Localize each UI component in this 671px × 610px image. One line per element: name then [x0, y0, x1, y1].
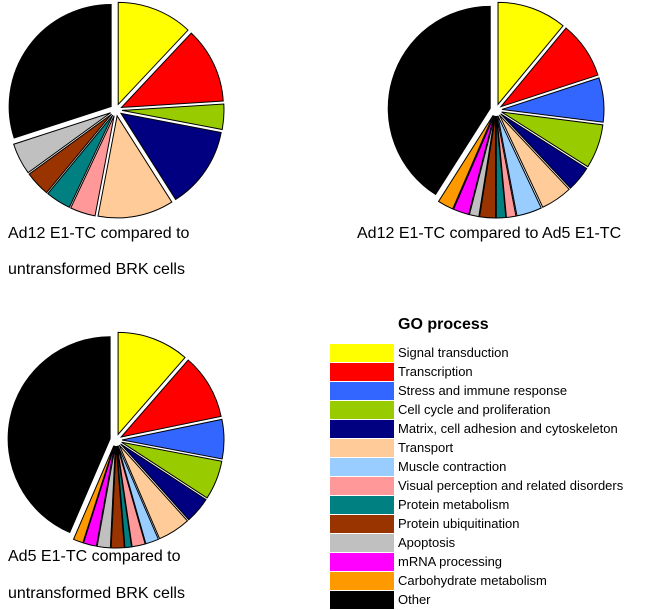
- legend-label: Carbohydrate metabolism: [398, 573, 547, 588]
- pie-slice-cell-cycle-and-proliferation: [501, 111, 604, 168]
- legend-label: Transcription: [398, 364, 473, 379]
- pie-slice-cell-cycle-and-proliferation: [121, 103, 225, 131]
- pie-slice-transcription: [499, 27, 599, 108]
- legend-label: Transport: [398, 440, 454, 455]
- legend-swatch: [330, 534, 394, 552]
- pie-caption-line: untransformed BRK cells: [8, 261, 185, 278]
- pie-slice-stress-and-immune-response: [121, 418, 225, 460]
- pie-slice-other: [8, 3, 112, 139]
- legend-swatch: [330, 363, 394, 381]
- pie-chart-ad12-vs-brk: [8, 1, 225, 219]
- pie-slice-apoptosis: [96, 445, 116, 549]
- legend-swatch: [330, 344, 394, 362]
- legend-label: Matrix, cell adhesion and cytoskeleton: [398, 421, 618, 436]
- legend-label: Other: [398, 592, 431, 607]
- legend-label: Protein metabolism: [398, 497, 510, 512]
- pie-slice-carbohydrate-metabolism: [72, 445, 115, 544]
- pie-slice-muscle-contraction: [497, 115, 542, 217]
- legend-item: Apoptosis: [330, 534, 670, 553]
- legend-swatch: [330, 401, 394, 419]
- legend-label: Stress and immune response: [398, 383, 568, 398]
- pie-caption-line: Ad12 E1-TC compared to Ad5 E1-TC: [357, 225, 622, 242]
- pie-slice-transport: [97, 114, 173, 219]
- legend-item: Cell cycle and proliferation: [330, 401, 670, 420]
- pie-caption-ad12-vs-ad5: Ad12 E1-TC compared to Ad5 E1-TC: [357, 224, 621, 244]
- pie-slice-visual-perception-and-related-disorders: [116, 445, 146, 548]
- pie-slice-protein-ubiquitination: [110, 445, 125, 549]
- legend-label: Cell cycle and proliferation: [398, 402, 551, 417]
- pie-caption-ad5-vs-brk: Ad5 E1-TC compared to untransformed BRK …: [8, 547, 185, 604]
- pie-slice-other: [7, 336, 111, 534]
- legend-item: Matrix, cell adhesion and cytoskeleton: [330, 420, 670, 439]
- legend-swatch: [330, 572, 394, 590]
- pie-slice-signal-transduction: [117, 331, 186, 436]
- pie-slice-transport: [118, 444, 189, 540]
- legend-item: Muscle contraction: [330, 458, 670, 477]
- pie-slice-visual-perception-and-related-disorders: [496, 115, 517, 219]
- pie-slice-mrna-processing: [82, 445, 116, 547]
- pie-slice-transport: [498, 114, 570, 208]
- pie-slice-other: [387, 5, 491, 196]
- legend-item: mRNA processing: [330, 553, 670, 572]
- legend-label: Protein ubiquitination: [398, 516, 520, 531]
- pie-chart-ad5-vs-brk: [7, 331, 225, 549]
- pie-slice-signal-transduction: [497, 1, 564, 106]
- pie-slice-visual-perception-and-related-disorders: [70, 115, 115, 217]
- legend-label: Apoptosis: [398, 535, 456, 550]
- legend-item: Other: [330, 591, 670, 610]
- pie-slice-protein-metabolism: [47, 114, 114, 209]
- legend-label: mRNA processing: [398, 554, 503, 569]
- legend-list: Signal transduction Transcription Stress a…: [330, 344, 670, 610]
- pie-slice-stress-and-immune-response: [501, 77, 605, 123]
- pie-caption-ad12-vs-brk: Ad12 E1-TC compared to untransformed BRK…: [8, 224, 189, 280]
- legend-swatch: [330, 458, 394, 476]
- legend-swatch: [330, 591, 394, 609]
- legend-swatch: [330, 515, 394, 533]
- legend-item: Protein ubiquitination: [330, 515, 670, 534]
- pie-caption-line: Ad5 E1-TC compared to: [8, 548, 181, 565]
- legend-label: Signal transduction: [398, 345, 509, 360]
- legend-item: Stress and immune response: [330, 382, 670, 401]
- pie-slice-apoptosis: [13, 112, 111, 174]
- pie-chart-ad12-vs-ad5: [387, 1, 605, 219]
- legend-item: Visual perception and related disorders: [330, 477, 670, 496]
- legend-item: Carbohydrate metabolism: [330, 572, 670, 591]
- pie-slice-apoptosis: [468, 115, 496, 218]
- pie-slice-protein-metabolism: [116, 445, 133, 549]
- pie-slice-protein-metabolism: [495, 115, 507, 219]
- legend-item: Transcription: [330, 363, 670, 382]
- pie-slice-carbohydrate-metabolism: [437, 115, 494, 210]
- legend-label: Visual perception and related disorders: [398, 478, 624, 493]
- legend-item: Protein metabolism: [330, 496, 670, 515]
- legend-item: Transport: [330, 439, 670, 458]
- pie-slice-matrix-cell-adhesion-and-cytoskeleton: [120, 443, 207, 521]
- pie-slice-mrna-processing: [452, 115, 495, 216]
- legend-swatch: [330, 496, 394, 514]
- pie-slice-protein-ubiquitination: [28, 113, 113, 194]
- legend-title: GO process: [398, 316, 489, 333]
- pie-slice-muscle-contraction: [117, 445, 160, 545]
- legend-swatch: [330, 382, 394, 400]
- pie-slice-transcription: [119, 359, 222, 438]
- legend-item: Signal transduction: [330, 344, 670, 363]
- pie-slice-protein-ubiquitination: [478, 115, 497, 219]
- legend-swatch: [330, 553, 394, 571]
- pie-slice-matrix-cell-adhesion-and-cytoskeleton: [500, 113, 588, 189]
- legend-swatch: [330, 420, 394, 438]
- pie-slice-signal-transduction: [117, 1, 189, 106]
- pie-slice-transcription: [120, 32, 224, 109]
- pie-caption-line: Ad12 E1-TC compared to: [8, 225, 190, 242]
- pie-caption-line: untransformed BRK cells: [8, 585, 185, 602]
- legend-swatch: [330, 439, 394, 457]
- pie-slice-matrix-cell-adhesion-and-cytoskeleton: [119, 112, 222, 201]
- pie-slice-cell-cycle-and-proliferation: [121, 441, 223, 499]
- legend-swatch: [330, 477, 394, 495]
- legend-label: Muscle contraction: [398, 459, 507, 474]
